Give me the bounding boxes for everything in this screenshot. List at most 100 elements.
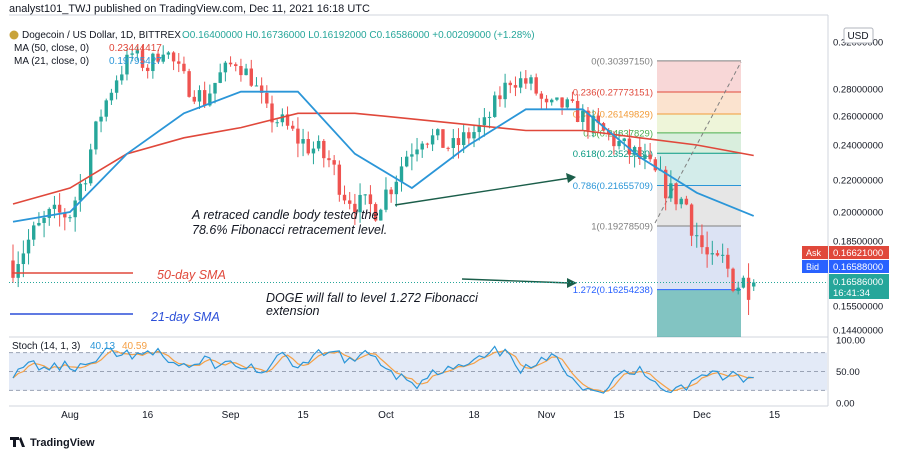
candle bbox=[591, 109, 595, 138]
candle bbox=[42, 210, 46, 238]
candle bbox=[550, 98, 554, 106]
candle bbox=[239, 58, 243, 82]
candle bbox=[570, 91, 575, 103]
sma21-legend-label: 21-day SMA bbox=[150, 310, 220, 324]
candle bbox=[596, 108, 601, 132]
candle bbox=[130, 48, 134, 62]
candle bbox=[47, 207, 51, 226]
candle bbox=[316, 135, 321, 152]
fib-band-0.236 bbox=[657, 92, 741, 114]
candlestick-series bbox=[11, 44, 756, 316]
candle bbox=[301, 128, 305, 157]
candle bbox=[420, 141, 424, 158]
fib-label-0.382: 0.382(0.26149829) bbox=[573, 109, 653, 120]
last-price-value: 0.16586000 bbox=[833, 277, 883, 288]
candle bbox=[234, 62, 238, 72]
candle bbox=[746, 263, 751, 316]
candle bbox=[399, 156, 404, 192]
currency-badge[interactable] bbox=[843, 27, 874, 44]
candle bbox=[518, 71, 523, 94]
candle bbox=[695, 222, 699, 248]
candle bbox=[741, 275, 746, 289]
candle bbox=[373, 202, 378, 222]
stoch-k-value: 40.13 bbox=[90, 341, 115, 352]
candle bbox=[669, 170, 673, 202]
tradingview-logo[interactable]: TradingView bbox=[10, 437, 95, 449]
candle bbox=[348, 191, 352, 210]
candle bbox=[120, 65, 124, 85]
fib-label-0.5: 0.5(0.24837829) bbox=[583, 128, 653, 139]
candle bbox=[415, 137, 419, 162]
fib-extension-band bbox=[657, 289, 741, 337]
fib-label-1.272: 1.272(0.16254238) bbox=[573, 285, 653, 296]
time-tick-label: 18 bbox=[468, 410, 480, 421]
candle bbox=[73, 196, 77, 232]
dogecoin-logo-icon bbox=[9, 30, 19, 40]
candle bbox=[430, 128, 435, 152]
candle bbox=[265, 85, 269, 109]
candle bbox=[534, 73, 538, 96]
price-tick-label: 0.20000000 bbox=[833, 208, 883, 219]
candle bbox=[197, 85, 202, 109]
sma50-legend-label: 50-day SMA bbox=[157, 268, 226, 282]
candle bbox=[524, 70, 528, 89]
candle bbox=[679, 196, 683, 209]
price-tick-label: 0.14400000 bbox=[833, 326, 883, 337]
candle bbox=[353, 193, 357, 225]
candle bbox=[627, 129, 632, 164]
candle bbox=[327, 150, 331, 168]
tradingview-brand: TradingView bbox=[30, 437, 95, 449]
time-tick-label: 15 bbox=[613, 410, 625, 421]
time-axis[interactable]: Aug 16 Sep 15 Oct 18 Nov 15 Dec 15 bbox=[61, 410, 780, 421]
candle bbox=[529, 74, 533, 91]
candle bbox=[94, 120, 98, 155]
candle bbox=[358, 183, 362, 223]
currency-label: USD bbox=[847, 31, 868, 42]
candle bbox=[379, 208, 383, 221]
candle bbox=[228, 56, 233, 67]
candle bbox=[726, 248, 730, 278]
candle bbox=[508, 80, 512, 94]
ask-price-value: 0.16621000 bbox=[833, 248, 883, 259]
price-tick-label: 0.26000000 bbox=[833, 112, 883, 123]
candle bbox=[715, 250, 720, 257]
candle bbox=[342, 185, 347, 205]
candle bbox=[21, 240, 26, 278]
fib-band-0.618 bbox=[657, 153, 741, 186]
candle bbox=[26, 229, 31, 265]
candle bbox=[477, 117, 481, 141]
ask-tag-label: Ask bbox=[806, 248, 822, 258]
candle bbox=[37, 212, 41, 227]
candle bbox=[125, 48, 129, 81]
candle bbox=[539, 91, 544, 109]
annotation-doge-line2: extension bbox=[266, 304, 320, 318]
time-tick-label: 15 bbox=[769, 410, 781, 421]
fib-label-0.236: 0.236(0.27773151) bbox=[573, 88, 653, 99]
bid-tag bbox=[802, 260, 828, 273]
candle bbox=[736, 281, 740, 295]
candle bbox=[368, 185, 373, 217]
candle bbox=[182, 56, 186, 74]
publisher-line: analyst101_TWJ published on TradingView.… bbox=[9, 3, 370, 15]
candle bbox=[575, 94, 580, 123]
candle bbox=[192, 90, 196, 105]
candle bbox=[57, 193, 62, 227]
fib-label-0: 0(0.30397150) bbox=[591, 56, 653, 67]
candle bbox=[638, 137, 642, 165]
candle bbox=[32, 221, 36, 247]
ask-price bbox=[829, 246, 889, 259]
price-tick-label: 0.28000000 bbox=[833, 85, 883, 96]
price-tick-label: 0.22000000 bbox=[833, 176, 883, 187]
candle bbox=[752, 279, 756, 292]
candle bbox=[513, 76, 518, 97]
candle bbox=[410, 143, 414, 171]
candle bbox=[202, 81, 207, 108]
candle bbox=[689, 203, 694, 247]
ma21-legend-title: MA (21, close, 0) bbox=[14, 56, 89, 67]
candle bbox=[503, 73, 507, 108]
candle bbox=[171, 51, 176, 71]
ask-tag bbox=[802, 246, 828, 259]
stoch-title: Stoch (14, 1, 3) bbox=[12, 341, 80, 352]
ohlc-values: O0.16400000 H0.16736000 L0.16192000 C0.1… bbox=[182, 30, 535, 41]
